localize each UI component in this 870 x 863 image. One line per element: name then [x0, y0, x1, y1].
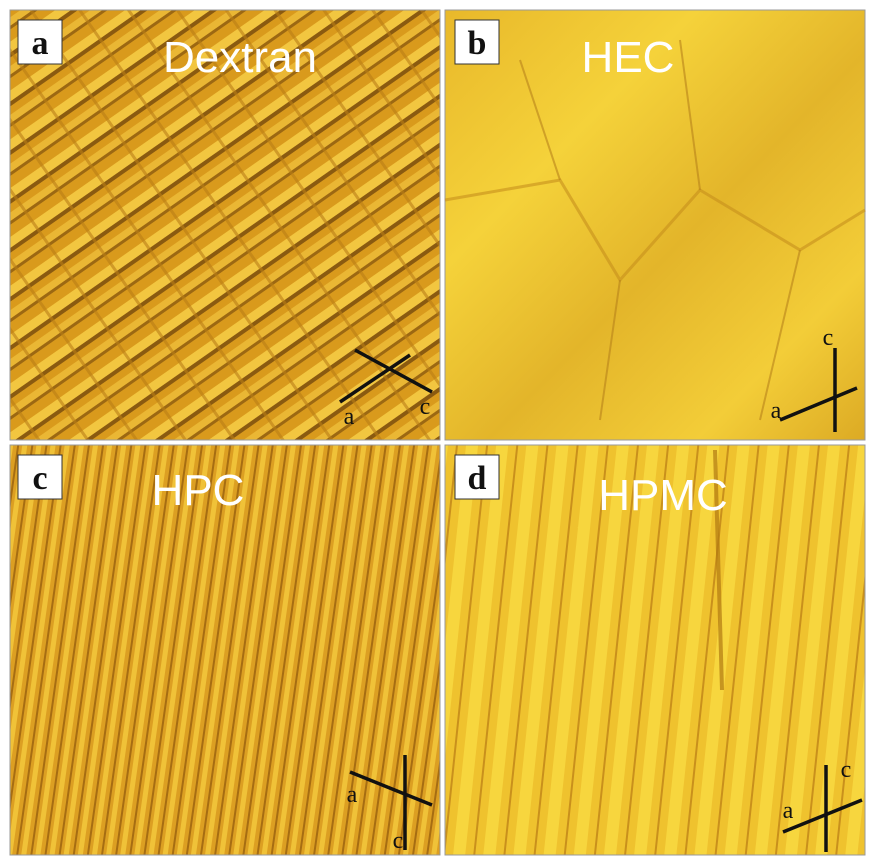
axis-label: c: [420, 394, 431, 420]
panel-title: Dextran: [163, 33, 317, 82]
panel-letter: c: [32, 460, 47, 497]
axis-label: a: [347, 782, 358, 808]
panel-title: HPC: [152, 466, 245, 515]
axis-label: a: [783, 798, 794, 824]
axis-label: c: [823, 325, 834, 351]
axis-label: a: [771, 398, 782, 424]
axis-label: c: [393, 828, 404, 854]
axis-label: a: [344, 404, 355, 430]
panel-letter: b: [468, 25, 487, 62]
page: a Dextran a c b HEC c a c HPC a c d HPMC…: [0, 0, 870, 858]
panel-title: HPMC: [598, 471, 728, 520]
panel-letter: a: [32, 25, 49, 62]
figure: a Dextran a c b HEC c a c HPC a c d HPMC…: [0, 0, 870, 858]
axis-label: c: [841, 757, 852, 783]
panel-title: HEC: [582, 33, 675, 82]
panel-letter: d: [468, 460, 487, 497]
